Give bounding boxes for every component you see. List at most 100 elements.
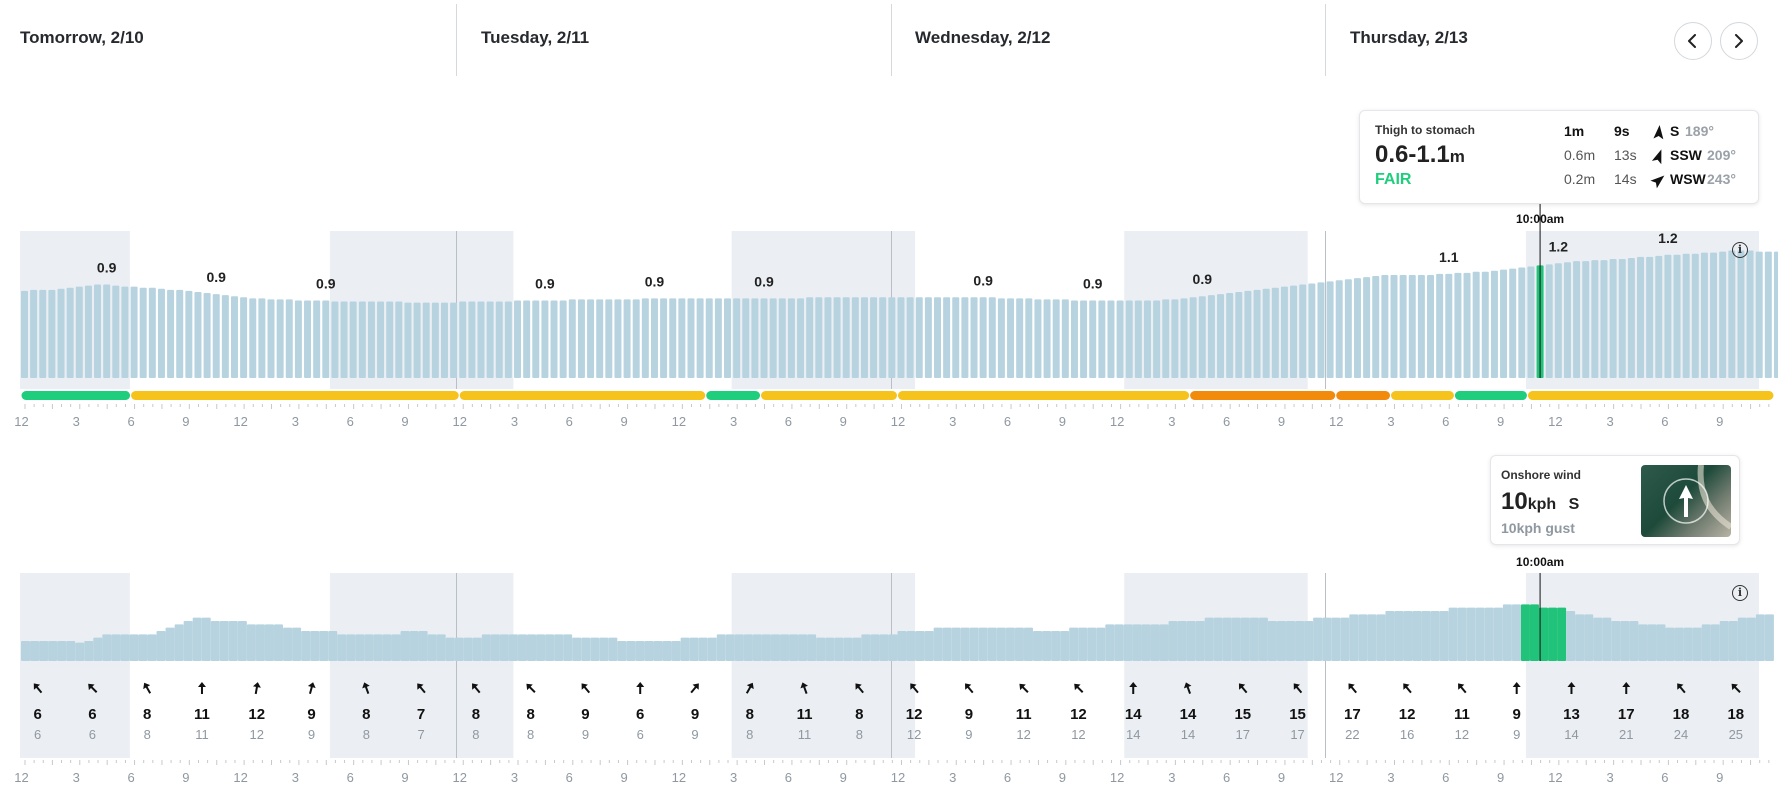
surf-bar[interactable]: [1363, 277, 1371, 378]
wind-bar[interactable]: [563, 634, 573, 661]
wind-bar[interactable]: [1575, 614, 1585, 661]
surf-bar[interactable]: [1728, 250, 1736, 379]
surf-bar[interactable]: [386, 301, 394, 379]
wind-bar[interactable]: [752, 634, 762, 661]
wind-bar-current[interactable]: [1520, 604, 1530, 661]
surf-bar[interactable]: [340, 301, 348, 379]
wind-bar[interactable]: [111, 634, 121, 661]
surf-bar[interactable]: [1582, 261, 1590, 378]
wind-bar[interactable]: [825, 637, 835, 661]
surf-bar[interactable]: [1417, 274, 1425, 378]
surf-bar[interactable]: [1153, 300, 1161, 378]
surf-bar[interactable]: [30, 289, 38, 378]
wind-bar[interactable]: [798, 634, 808, 661]
surf-bar[interactable]: [650, 298, 658, 378]
wind-bar[interactable]: [1737, 617, 1747, 661]
wind-bar[interactable]: [1249, 617, 1259, 661]
wind-bar[interactable]: [653, 641, 663, 661]
surf-bar[interactable]: [1600, 260, 1608, 378]
surf-bar[interactable]: [1490, 270, 1498, 378]
wind-bar[interactable]: [1484, 607, 1494, 661]
wind-bar[interactable]: [680, 637, 690, 661]
surf-bar[interactable]: [468, 301, 476, 379]
wind-bar[interactable]: [1638, 624, 1648, 661]
wind-bar[interactable]: [228, 621, 238, 661]
surf-bar[interactable]: [121, 286, 129, 378]
wind-bar[interactable]: [210, 621, 220, 661]
surf-bar[interactable]: [514, 300, 522, 378]
wind-bar[interactable]: [960, 627, 970, 661]
surf-bar[interactable]: [1646, 256, 1654, 378]
wind-bar[interactable]: [1213, 617, 1223, 661]
surf-bar[interactable]: [1080, 300, 1088, 378]
wind-bar[interactable]: [1222, 617, 1232, 661]
surf-bar[interactable]: [1627, 257, 1635, 378]
wind-bar[interactable]: [924, 631, 934, 661]
surf-bar[interactable]: [1664, 254, 1672, 378]
surf-bar[interactable]: [1773, 251, 1778, 378]
surf-bar[interactable]: [1454, 272, 1462, 378]
surf-bar[interactable]: [897, 297, 905, 378]
wind-bar[interactable]: [436, 634, 446, 661]
wind-bar[interactable]: [1430, 611, 1440, 661]
surf-bar[interactable]: [395, 301, 403, 379]
surf-bar[interactable]: [84, 285, 92, 378]
wind-bar[interactable]: [1132, 624, 1142, 661]
surf-bar[interactable]: [240, 297, 248, 378]
surf-bar[interactable]: [39, 289, 47, 378]
surf-bar[interactable]: [1691, 253, 1699, 378]
wind-bar[interactable]: [1385, 611, 1395, 661]
surf-bar[interactable]: [687, 298, 695, 378]
surf-bar[interactable]: [1518, 267, 1526, 379]
wind-bar[interactable]: [843, 637, 853, 661]
surf-bar[interactable]: [304, 300, 312, 378]
wind-bar[interactable]: [915, 631, 925, 661]
surf-bar[interactable]: [1317, 282, 1325, 378]
surf-bar[interactable]: [349, 301, 357, 379]
wind-bar[interactable]: [355, 634, 365, 661]
wind-bar[interactable]: [1403, 611, 1413, 661]
wind-bar[interactable]: [897, 631, 907, 661]
wind-bar[interactable]: [301, 631, 311, 661]
surf-bar[interactable]: [176, 289, 184, 378]
surf-bar[interactable]: [523, 300, 531, 378]
surf-bar[interactable]: [614, 299, 622, 378]
surf-bar[interactable]: [797, 298, 805, 378]
wind-bar[interactable]: [283, 627, 293, 661]
wind-bar[interactable]: [707, 637, 717, 661]
surf-bar[interactable]: [577, 299, 585, 378]
surf-bar[interactable]: [641, 298, 649, 378]
wind-bar[interactable]: [1258, 617, 1268, 661]
surf-bar[interactable]: [1408, 274, 1416, 378]
wind-bar[interactable]: [472, 637, 482, 661]
wind-bar[interactable]: [870, 634, 880, 661]
surf-bar[interactable]: [1682, 253, 1690, 378]
wind-bar[interactable]: [1168, 621, 1178, 661]
surf-bar[interactable]: [1061, 299, 1069, 378]
wind-bar[interactable]: [246, 624, 256, 661]
day-header-mon[interactable]: Tomorrow, 2/10: [20, 28, 144, 47]
wind-bar[interactable]: [292, 627, 302, 661]
surf-bar[interactable]: [587, 299, 595, 378]
surf-bar[interactable]: [860, 297, 868, 378]
wind-bar[interactable]: [617, 641, 627, 661]
surf-bar[interactable]: [440, 302, 448, 378]
wind-bar[interactable]: [1475, 607, 1485, 661]
wind-bar[interactable]: [644, 641, 654, 661]
wind-bar[interactable]: [1584, 614, 1594, 661]
surf-bar[interactable]: [1344, 279, 1352, 378]
surf-bar[interactable]: [404, 302, 412, 378]
wind-bar[interactable]: [1204, 617, 1214, 661]
wind-bar[interactable]: [120, 634, 130, 661]
surf-bar[interactable]: [66, 287, 74, 378]
surf-bar[interactable]: [1481, 271, 1489, 378]
surf-bar[interactable]: [714, 298, 722, 378]
surf-bar[interactable]: [1637, 256, 1645, 378]
wind-bar[interactable]: [400, 631, 410, 661]
surf-bar[interactable]: [1052, 299, 1060, 378]
wind-bar[interactable]: [481, 634, 491, 661]
wind-bar[interactable]: [1764, 614, 1774, 661]
wind-bar[interactable]: [770, 634, 780, 661]
wind-bar[interactable]: [1313, 617, 1323, 661]
surf-bar[interactable]: [997, 298, 1005, 378]
